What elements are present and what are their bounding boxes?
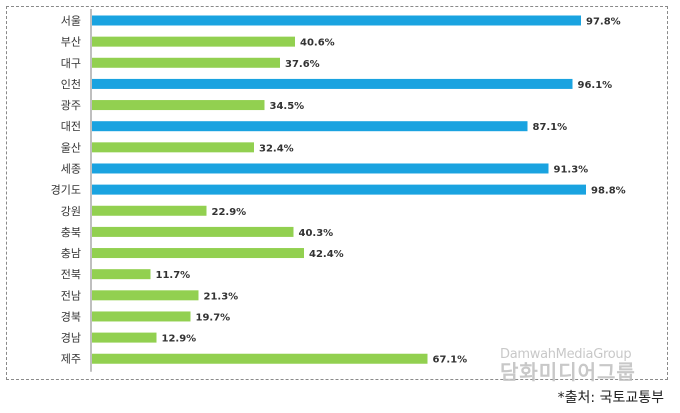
bars-group xyxy=(92,15,586,364)
bar-13 xyxy=(92,290,199,301)
bar-14 xyxy=(92,311,191,322)
bar-11 xyxy=(92,248,304,259)
watermark-english: DamwahMediaGroup xyxy=(500,347,632,362)
bar-16 xyxy=(92,353,428,364)
watermark-logo: DamwahMediaGroup 담화미디어그룹 xyxy=(500,348,636,383)
bar-1 xyxy=(92,36,295,47)
value-label-12: 11.7% xyxy=(156,270,191,281)
value-label-14: 19.7% xyxy=(196,312,231,323)
chart-frame xyxy=(6,6,668,380)
category-label-0: 서울 xyxy=(61,15,81,28)
value-label-3: 96.1% xyxy=(578,80,613,91)
bar-10 xyxy=(92,226,294,237)
bar-12 xyxy=(92,269,151,280)
bar-0 xyxy=(92,15,581,26)
bar-9 xyxy=(92,205,207,216)
value-label-0: 97.8% xyxy=(586,17,621,28)
value-label-6: 32.4% xyxy=(259,143,294,154)
category-label-13: 전남 xyxy=(61,289,81,302)
category-label-7: 세종 xyxy=(61,162,81,175)
value-label-1: 40.6% xyxy=(300,38,335,49)
bar-15 xyxy=(92,332,157,343)
value-label-9: 22.9% xyxy=(212,207,247,218)
value-label-7: 91.3% xyxy=(554,164,589,175)
category-label-2: 대구 xyxy=(61,57,81,70)
value-label-8: 98.8% xyxy=(591,186,626,197)
value-label-15: 12.9% xyxy=(162,334,197,345)
watermark-korean: 담화미디어그룹 xyxy=(500,359,636,384)
value-label-13: 21.3% xyxy=(204,291,239,302)
bar-3 xyxy=(92,78,573,89)
value-label-16: 67.1% xyxy=(433,355,468,366)
category-label-14: 경북 xyxy=(61,310,81,323)
category-label-4: 광주 xyxy=(61,99,81,112)
category-label-9: 강원 xyxy=(61,205,81,218)
bar-5 xyxy=(92,121,528,132)
value-label-10: 40.3% xyxy=(299,228,334,239)
category-label-15: 경남 xyxy=(61,332,81,345)
bar-8 xyxy=(92,184,586,195)
category-label-10: 충북 xyxy=(61,226,81,239)
bar-4 xyxy=(92,100,265,111)
value-label-4: 34.5% xyxy=(270,101,305,112)
category-label-3: 인천 xyxy=(61,77,81,91)
bar-7 xyxy=(92,163,549,174)
category-label-6: 울산 xyxy=(61,141,81,154)
category-label-11: 충남 xyxy=(61,247,81,260)
value-labels: 97.8% 40.6% 37.6% 96.1% 34.5% 87.1% 32.4% 91.3%… xyxy=(156,17,626,366)
source-note: *출처: 국토교통부 xyxy=(557,390,664,406)
category-label-1: 부산 xyxy=(61,36,81,49)
bar-6 xyxy=(92,142,254,153)
value-label-5: 87.1% xyxy=(533,122,568,133)
value-label-11: 42.4% xyxy=(309,249,344,260)
bar-2 xyxy=(92,57,280,68)
category-label-12: 전북 xyxy=(61,268,81,281)
category-label-5: 대전 xyxy=(61,120,81,133)
category-label-16: 제주 xyxy=(61,353,81,366)
value-label-2: 37.6% xyxy=(285,59,320,70)
category-label-8: 경기도 xyxy=(51,184,81,197)
